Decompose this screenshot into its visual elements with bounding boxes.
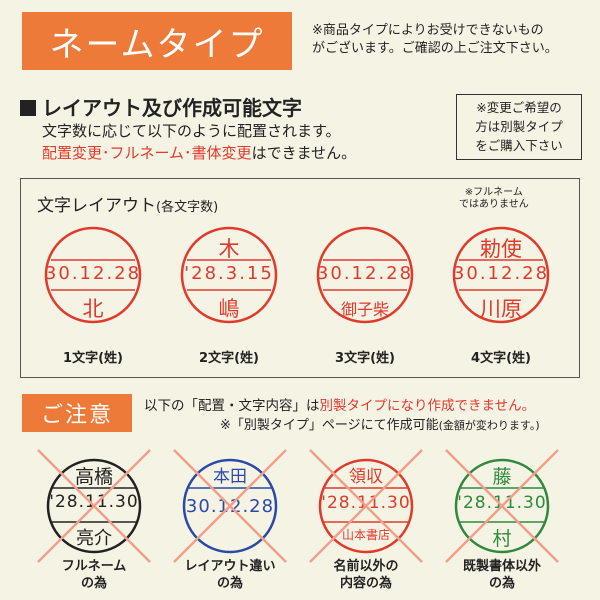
stamp-date: '28.11.30: [49, 492, 139, 512]
custom-note-line1: ※変更ご希望の: [476, 100, 562, 115]
stamp-caption: 1文字(姓): [63, 351, 123, 366]
stamp-date: '28.3.15: [184, 263, 274, 284]
stamp-date: '28.11.30: [457, 493, 547, 513]
fullname-note-line2: ではありません: [459, 199, 529, 210]
stamp-bottom-text: 川原: [480, 297, 522, 321]
stamp-example-4: 勅使 30.12.28 川原: [451, 225, 551, 325]
caution-line1-red: 別製タイプになり作成できません。: [319, 398, 536, 414]
layout-heading-text: レイアウト及び作成可能文字: [42, 96, 302, 120]
stamp-example-1: 30.12.28 北: [43, 225, 143, 325]
stamp-bottom-text: 嶋: [218, 297, 240, 321]
ng-stamp-content: 領収 '28.11.30 山本書店: [309, 449, 423, 563]
stamp-date: 30.12.28: [44, 263, 142, 284]
fullname-note-line1: ※フルネーム: [464, 187, 523, 198]
stamp-top-text: 高橋: [74, 466, 113, 488]
stamp-bottom-text: 村: [492, 528, 512, 550]
stamp-bottom-text: 御子柴: [340, 300, 389, 319]
caution-line1-text: 以下の「配置・文字内容」は: [144, 398, 320, 414]
stamp-ring-icon: [318, 458, 414, 554]
stamp-top-text: 勅使: [480, 237, 522, 261]
stamp-date: 30.12.28: [316, 263, 414, 284]
ng-stamp-font: 藤 '28.11.30 村: [445, 449, 559, 563]
layout-description-line1: 文字数に応じて以下のように配置されます。: [42, 122, 341, 140]
stamp-example-3: 30.12.28 御子柴: [315, 225, 415, 325]
ng-caption-line1: 既製書体以外: [462, 559, 541, 574]
stamp-bottom-text: 北: [82, 297, 104, 321]
square-bullet-icon: [20, 100, 36, 116]
cross-mark-icon: [173, 449, 287, 563]
caution-line1: 以下の「配置・文字内容」は別製タイプになり作成できません。: [144, 394, 535, 414]
stamp-caption: 4文字(姓): [471, 351, 531, 366]
caution-line2-text: ※「別製タイプ」ページにて作成可能: [220, 418, 439, 433]
ng-caption-line1: 名前以外の: [333, 559, 399, 574]
cross-mark-icon: [309, 449, 423, 563]
layout-examples-box: 文字レイアウト(各文字数) ※フルネーム ではありません 30.12.28 北 …: [20, 178, 580, 378]
stamp-ring-icon: [182, 458, 278, 554]
stamp-ring-icon: [316, 226, 414, 324]
ng-caption-line2: の為: [488, 576, 515, 591]
layout-box-title-text: 文字レイアウト: [37, 196, 156, 216]
ng-stamp-fullname: 高橋 '28.11.30 亮介: [37, 449, 151, 563]
ng-caption-line2: 内容の為: [339, 576, 392, 591]
header-note-line2: がございます。ご確認の上ご注文下さい。: [312, 41, 558, 56]
layout-description: 文字数に応じて以下のように配置されます。 配置変更･フルネーム･書体変更はできま…: [42, 120, 356, 164]
ng-caption: 名前以外の 内容の為: [301, 558, 431, 592]
stamp-bottom-text: 亮介: [76, 528, 112, 549]
fullname-note: ※フルネーム ではありません: [459, 187, 529, 211]
header-note: ※商品タイプによりお受けできないもの がございます。ご確認の上ご注文下さい。: [312, 22, 592, 58]
product-title: ネームタイプ: [22, 12, 292, 70]
ng-caption-line1: フルネーム: [61, 559, 127, 574]
custom-note-line3: をご購入下さい: [475, 138, 563, 153]
ng-caption-line2: の為: [216, 576, 243, 591]
ng-caption: フルネーム の為: [29, 558, 159, 592]
stamp-ring-icon: [180, 226, 278, 324]
cross-mark-icon: [37, 449, 151, 563]
caution-label: ご注意: [22, 394, 132, 432]
layout-box-title-small: (各文字数): [156, 200, 219, 215]
cross-mark-icon: [445, 449, 559, 563]
stamp-bottom-text: 山本書店: [341, 528, 390, 542]
ng-caption: 既製書体以外 の為: [437, 558, 567, 592]
stamp-top-text: 本田: [213, 467, 247, 487]
ng-caption-line2: の為: [80, 576, 107, 591]
ng-caption: レイアウト違い の為: [165, 558, 295, 592]
ng-caption-line1: レイアウト違い: [184, 559, 276, 574]
layout-heading: レイアウト及び作成可能文字: [20, 92, 302, 121]
layout-box-title: 文字レイアウト(各文字数): [37, 191, 218, 216]
stamp-ring-icon: [44, 226, 142, 324]
stamp-top-text: 木: [218, 237, 240, 261]
stamp-ring-icon: [46, 458, 142, 554]
stamp-ring-icon: [454, 458, 550, 554]
ng-stamp-layout: 本田 30.12.28: [173, 449, 287, 563]
caution-line2: ※「別製タイプ」ページにて作成可能(金額が変わります。): [220, 414, 540, 433]
restriction-rest-text: はできません。: [251, 144, 357, 162]
stamp-date: 30.12.28: [452, 263, 550, 284]
stamp-top-text: 領収: [349, 467, 383, 487]
stamp-top-text: 藤: [492, 466, 512, 488]
restriction-red-text: 配置変更･フルネーム･書体変更: [42, 144, 252, 162]
stamp-caption: 3文字(姓): [335, 351, 395, 366]
caution-line2-small: (金額が変わります。): [438, 419, 540, 432]
stamp-ring-icon: [452, 226, 550, 324]
stamp-example-2: 木 '28.3.15 嶋: [179, 225, 279, 325]
custom-note-line2: 方は別製タイプ: [475, 119, 563, 134]
layout-description-line2: 配置変更･フルネーム･書体変更はできません。: [42, 142, 356, 164]
custom-order-note: ※変更ご希望の 方は別製タイプ をご購入下さい: [456, 94, 582, 160]
stamp-date: '28.11.30: [321, 493, 411, 513]
stamp-caption: 2文字(姓): [199, 351, 259, 366]
header-note-line1: ※商品タイプによりお受けできないもの: [312, 23, 544, 38]
